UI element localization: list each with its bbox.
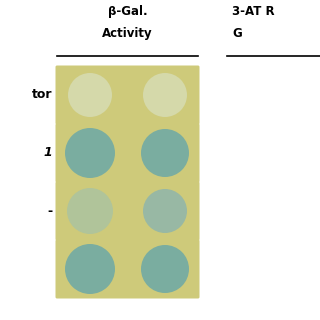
FancyBboxPatch shape [55, 181, 199, 241]
Text: -: - [47, 204, 52, 218]
Circle shape [143, 189, 187, 233]
FancyBboxPatch shape [55, 66, 199, 124]
Text: 1: 1 [43, 147, 52, 159]
Circle shape [67, 188, 113, 234]
Text: G: G [232, 27, 242, 40]
Text: tor: tor [31, 89, 52, 101]
FancyBboxPatch shape [55, 124, 199, 182]
Circle shape [65, 128, 115, 178]
Circle shape [141, 129, 189, 177]
Circle shape [141, 245, 189, 293]
FancyBboxPatch shape [55, 239, 199, 299]
Circle shape [65, 244, 115, 294]
Text: Activity: Activity [102, 27, 153, 40]
Text: β-Gal.: β-Gal. [108, 5, 147, 18]
Text: 3-AT R: 3-AT R [232, 5, 275, 18]
Circle shape [143, 73, 187, 117]
Circle shape [68, 73, 112, 117]
